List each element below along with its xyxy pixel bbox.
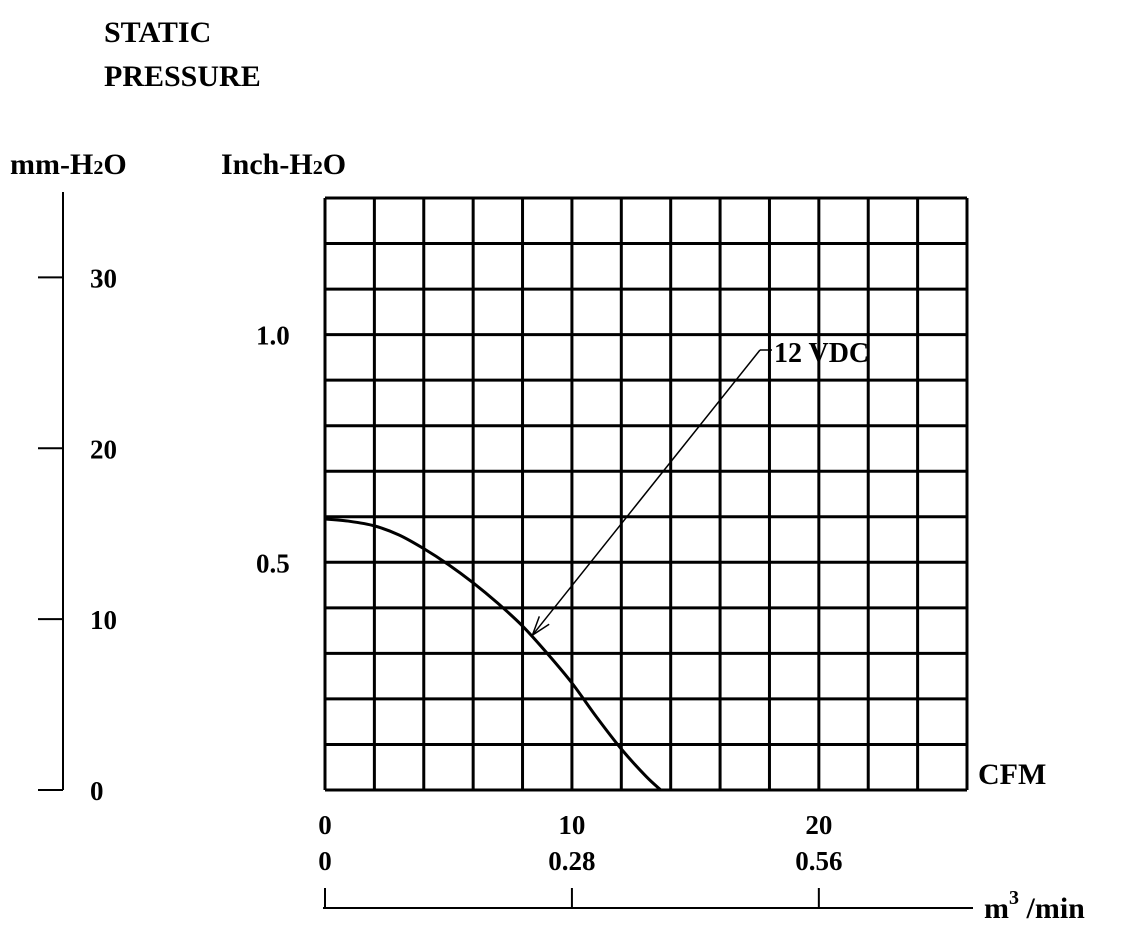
chart-grid xyxy=(323,196,969,792)
chart-title-line-1: STATIC xyxy=(104,16,211,49)
series-line-12vdc xyxy=(324,517,662,792)
cfm-tick-labels: 0 10 20 xyxy=(318,810,832,840)
series-annotation: 12 VDC xyxy=(530,338,869,638)
mm-h2o-tick-label: 0 xyxy=(90,776,104,806)
mm-h2o-axis: 0 10 20 30 xyxy=(38,192,117,806)
metric-tick-label: 0.56 xyxy=(795,846,842,876)
inch-h2o-axis-label: Inch-H2O xyxy=(221,148,346,181)
inch-h2o-tick-labels: 0.5 1.0 xyxy=(256,321,290,579)
inch-h2o-tick-label: 0.5 xyxy=(256,548,290,578)
cfm-tick-label: 10 xyxy=(558,810,585,840)
mm-h2o-axis-label: mm-H2O xyxy=(10,148,127,181)
mm-h2o-tick-label: 20 xyxy=(90,434,117,464)
cfm-axis-label: CFM xyxy=(978,758,1046,791)
chart-title-line-2: PRESSURE xyxy=(104,60,261,93)
metric-tick-label: 0.28 xyxy=(548,846,595,876)
cfm-tick-label: 0 xyxy=(318,810,332,840)
cfm-tick-label: 20 xyxy=(805,810,832,840)
metric-flow-axis: 0 0.28 0.56 xyxy=(318,846,973,909)
annotation-leader-line xyxy=(531,349,761,636)
annotation-arrowhead xyxy=(530,616,550,638)
metric-tick-label: 0 xyxy=(318,846,332,876)
series-annotation-label: 12 VDC xyxy=(774,338,869,369)
mm-h2o-tick-label: 10 xyxy=(90,605,117,635)
series-group xyxy=(324,517,662,792)
metric-axis-label: m3 /min xyxy=(984,887,1085,925)
inch-h2o-tick-label: 1.0 xyxy=(256,321,290,351)
mm-h2o-tick-label: 30 xyxy=(90,263,117,293)
